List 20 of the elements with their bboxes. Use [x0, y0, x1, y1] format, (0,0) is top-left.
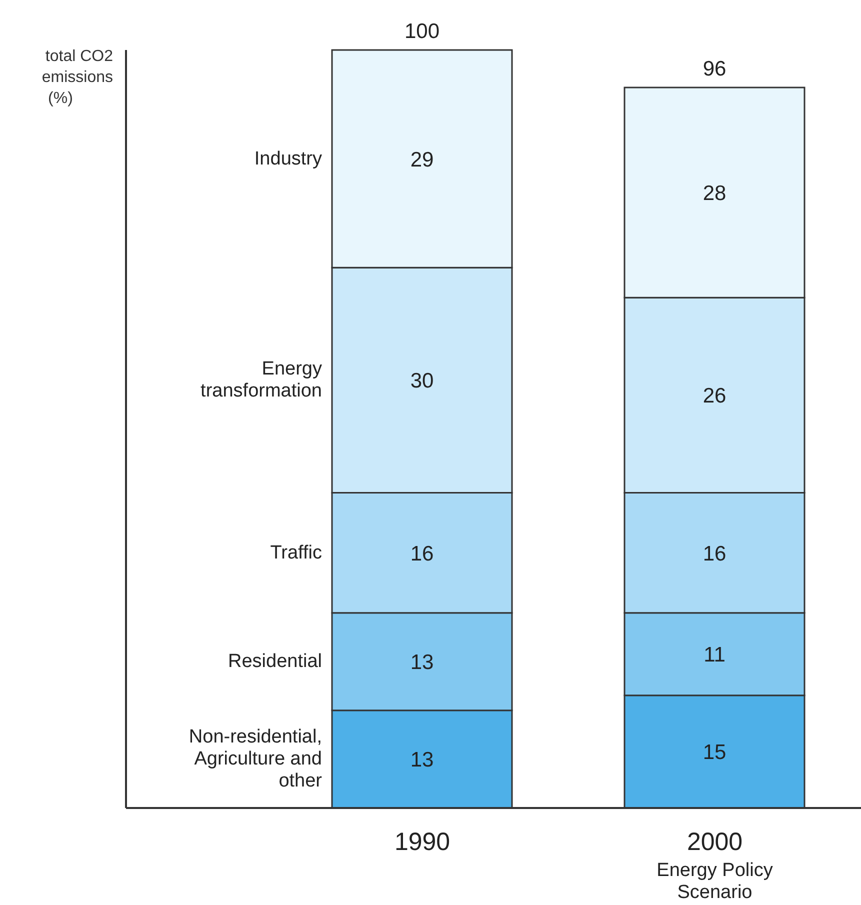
data-label: 29	[410, 148, 434, 172]
x-tick-label: 2000 Energy Policy Scenario	[656, 828, 774, 903]
series-label: Non-residential, Agriculture and other	[188, 726, 323, 792]
data-label: 11	[704, 644, 726, 667]
data-label: 26	[702, 384, 726, 408]
y-axis-title: total CO2 emissions (%)	[40, 47, 113, 109]
series-label: Traffic	[270, 542, 322, 564]
data-label: 15	[702, 741, 726, 764]
total-label: 96	[702, 58, 726, 81]
series-label: Industry	[254, 148, 322, 170]
data-label: 28	[702, 182, 726, 206]
series-label: Energy transformation	[200, 358, 322, 402]
x-tick-label: 1990	[394, 828, 450, 856]
data-label: 13	[410, 748, 434, 772]
total-label: 100	[404, 20, 440, 43]
data-label: 16	[410, 542, 434, 566]
data-label: 16	[702, 542, 726, 566]
data-label: 13	[410, 651, 434, 674]
series-label: Residential	[228, 651, 322, 672]
data-label: 30	[410, 370, 434, 393]
